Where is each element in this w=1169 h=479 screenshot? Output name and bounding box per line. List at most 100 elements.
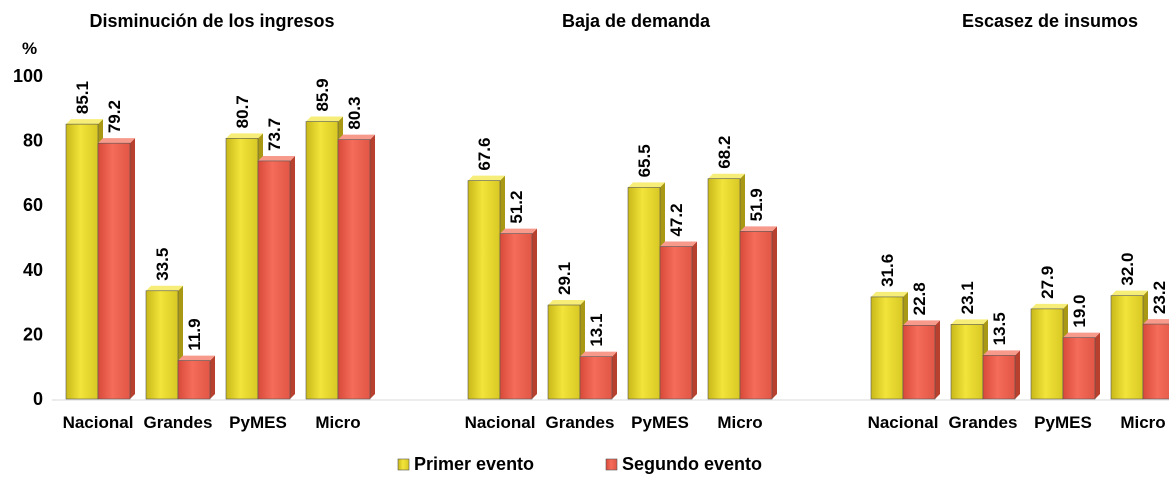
bar — [225, 138, 259, 400]
y-tick-label: 40 — [23, 260, 43, 280]
category-label: Micro — [315, 413, 360, 432]
bar-side — [612, 351, 617, 399]
bar-top — [983, 350, 1020, 356]
category-label: PyMES — [229, 413, 287, 432]
axis-layer: % 0 20 40 60 80 100 — [13, 39, 1169, 409]
category-label: Micro — [717, 413, 762, 432]
category-label: PyMES — [631, 413, 689, 432]
bar-top — [903, 320, 940, 326]
y-tick-label: 60 — [23, 195, 43, 215]
category-label: Nacional — [868, 413, 939, 432]
bar — [177, 360, 211, 400]
bar-side — [532, 228, 537, 399]
category-label: Grandes — [949, 413, 1018, 432]
y-tick-label: 80 — [23, 131, 43, 151]
bar — [739, 231, 773, 400]
legend-label: Segundo evento — [622, 454, 762, 474]
data-label: 33.5 — [153, 248, 172, 281]
bar — [65, 123, 99, 400]
bar — [627, 187, 661, 400]
data-label: 23.2 — [1150, 281, 1169, 314]
data-label: 29.1 — [555, 262, 574, 295]
category-label: Micro — [1120, 413, 1165, 432]
bar-side — [1095, 332, 1100, 399]
bar-top — [306, 116, 343, 122]
bar — [579, 356, 613, 400]
bar-side — [210, 355, 215, 399]
legend: Primer evento Segundo evento — [397, 454, 762, 474]
group-title: Baja de demanda — [562, 11, 711, 31]
y-axis-label: % — [22, 39, 37, 58]
group-title: Escasez de insumos — [962, 11, 1138, 31]
data-label: 27.9 — [1038, 266, 1057, 299]
labels-layer: Disminución de los ingresos 85.1 79.2 Nacio… — [63, 11, 1169, 432]
data-label: 22.8 — [910, 282, 929, 315]
bar — [902, 325, 936, 400]
data-label: 79.2 — [105, 100, 124, 133]
legend-label: Primer evento — [414, 454, 534, 474]
bar-top — [548, 300, 585, 306]
bar-top — [226, 133, 263, 139]
data-label: 47.2 — [667, 203, 686, 236]
bar-side — [935, 320, 940, 399]
bar-top — [146, 285, 183, 291]
data-label: 19.0 — [1070, 295, 1089, 328]
bar — [547, 304, 581, 400]
bar — [305, 121, 339, 400]
bars-layer — [65, 116, 1169, 400]
y-tick-label: 100 — [13, 66, 43, 86]
legend-swatch — [605, 458, 618, 471]
bar-side — [290, 155, 295, 399]
data-label: 31.6 — [878, 254, 897, 287]
data-label: 80.3 — [345, 97, 364, 130]
bar-top — [740, 226, 777, 232]
bar-top — [1111, 290, 1148, 296]
data-label: 23.1 — [958, 281, 977, 314]
legend-swatch — [397, 458, 410, 471]
data-label: 80.7 — [233, 95, 252, 128]
data-label: 51.9 — [747, 188, 766, 221]
bar-top — [1143, 319, 1169, 325]
bar — [1030, 308, 1064, 400]
bar-side — [772, 226, 777, 399]
bar — [1062, 337, 1096, 400]
bar — [1110, 295, 1144, 400]
data-label: 51.2 — [507, 191, 526, 224]
bar-top — [1063, 332, 1100, 338]
bar-top — [660, 241, 697, 247]
bar — [950, 324, 984, 400]
bar-top — [580, 351, 617, 357]
bar-top — [1031, 303, 1068, 309]
data-label: 85.1 — [73, 81, 92, 114]
category-label: Nacional — [465, 413, 536, 432]
bar-top — [468, 175, 505, 181]
group-title: Disminución de los ingresos — [89, 11, 334, 31]
bar-top — [338, 134, 375, 140]
bar-top — [500, 228, 537, 234]
bar-side — [1015, 350, 1020, 399]
data-label: 11.9 — [185, 318, 204, 350]
bar — [337, 139, 371, 400]
bar-side — [130, 138, 135, 399]
data-label: 73.7 — [265, 118, 284, 151]
category-label: Nacional — [63, 413, 134, 432]
category-label: PyMES — [1034, 413, 1092, 432]
data-label: 32.0 — [1118, 253, 1137, 286]
data-label: 13.5 — [990, 312, 1009, 345]
y-tick-label: 20 — [23, 324, 43, 344]
bar-top — [66, 119, 103, 125]
data-label: 67.6 — [475, 138, 494, 171]
bar — [982, 355, 1016, 400]
bar — [145, 290, 179, 400]
bar-top — [258, 155, 295, 161]
category-label: Grandes — [546, 413, 615, 432]
bar-top — [951, 319, 988, 325]
bar — [499, 233, 533, 400]
bar — [870, 296, 904, 400]
bar — [97, 142, 131, 400]
bar — [1142, 323, 1169, 400]
bar — [659, 246, 693, 400]
bar-side — [370, 134, 375, 400]
data-label: 13.1 — [587, 314, 606, 347]
